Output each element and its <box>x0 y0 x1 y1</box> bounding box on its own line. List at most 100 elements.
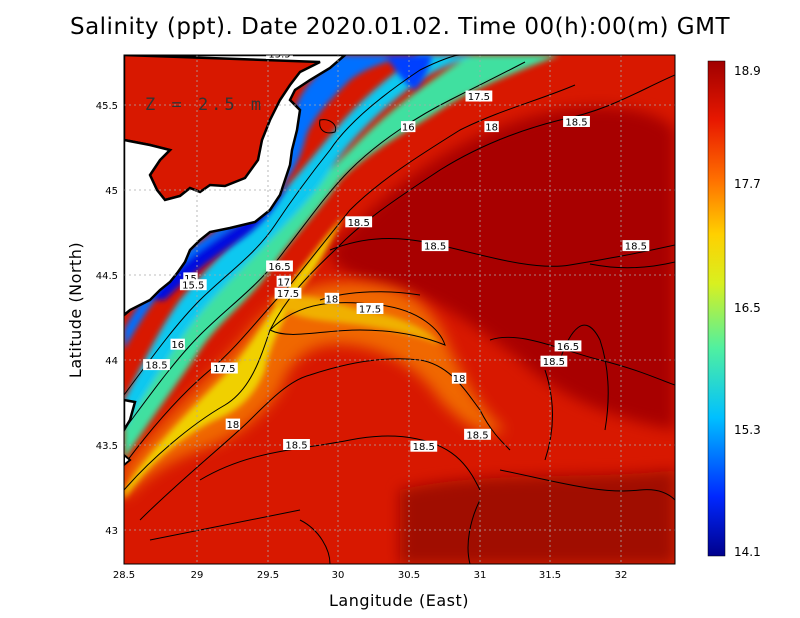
contour-label-text: 16 <box>402 123 415 134</box>
contour-label: 17.5 <box>211 362 238 375</box>
contour-label: 16.5 <box>554 340 582 353</box>
contour-label: 18.5 <box>283 439 310 452</box>
contour-label-bg <box>274 287 302 299</box>
contour-labels: 15.51617.51818.518.518.518.516.5171515.5… <box>143 50 650 453</box>
colorbar-tick: 15.3 <box>734 423 761 437</box>
contour-label-text: 18.5 <box>466 430 488 441</box>
salinity-field: 15.51617.51818.518.518.518.516.5171515.5… <box>124 50 675 564</box>
contour-label: 18.5 <box>143 359 170 372</box>
contour-label-bg <box>276 275 291 287</box>
y-tick: 45.5 <box>96 101 118 112</box>
x-tick: 31.5 <box>539 570 561 581</box>
depth-label: Z = 2.5 m <box>145 95 264 115</box>
contour-label: 16.5 <box>266 260 293 273</box>
contour-label: 18.5 <box>410 440 438 453</box>
land-mass-north <box>124 55 347 317</box>
contour-label-text: 18.5 <box>145 361 167 372</box>
contour-label-text: 18 <box>453 374 466 385</box>
contour-label-bg <box>179 279 207 291</box>
contour-label: 18.5 <box>540 355 568 368</box>
y-axis-ticks: 43 43.5 44 44.5 45 45.5 <box>96 101 118 537</box>
contour-label-text: 18.5 <box>348 218 370 229</box>
colorbar-gradient <box>707 60 726 557</box>
contour-label-text: 15.5 <box>182 281 204 292</box>
contour-label-bg <box>266 55 293 59</box>
x-axis-ticks: 28.5 29 29.5 30 30.5 31 31.5 32 <box>113 570 628 581</box>
contour-label-bg <box>266 260 293 272</box>
coastline-south <box>124 398 137 433</box>
contour-label-bg <box>465 90 493 102</box>
contour-label-text: 18.5 <box>625 242 647 253</box>
contour-label-text: 18.5 <box>424 242 446 253</box>
contour-label-text: 16.5 <box>557 342 579 353</box>
contour-label-bg <box>283 439 310 450</box>
plot-frame <box>123 54 676 565</box>
contour-label-bg <box>451 372 467 384</box>
y-tick: 43 <box>105 526 118 537</box>
contour-label-bg <box>143 359 170 371</box>
contour-label-bg <box>170 338 185 350</box>
contour-label-text: 17.5 <box>468 92 490 103</box>
contour-label-text: 18.5 <box>413 442 435 453</box>
contour-label-text: 18.5 <box>285 441 307 452</box>
y-tick: 45 <box>105 186 118 197</box>
x-tick: 29 <box>191 570 204 581</box>
contour-label-text: 16 <box>171 340 184 351</box>
contour-label-text: 18 <box>485 123 498 134</box>
contour-label: 17.5 <box>465 90 493 103</box>
colorbar-tick: 17.7 <box>734 177 761 191</box>
x-tick: 29.5 <box>257 570 279 581</box>
x-tick: 30.5 <box>398 570 420 581</box>
contour-label-bg <box>183 272 198 284</box>
contour-label: 18 <box>324 292 340 305</box>
contour-label: 17.5 <box>274 287 302 300</box>
contour-label: 16 <box>170 338 185 351</box>
contour-label-bg <box>324 292 340 304</box>
colorbar-tick: 14.1 <box>734 545 761 559</box>
contour-label: 18 <box>451 372 467 385</box>
x-axis-label: Langitude (East) <box>329 591 469 610</box>
x-tick: 30 <box>332 570 345 581</box>
contour-label-bg <box>540 355 568 367</box>
colorbar-tick: 18.9 <box>734 64 761 78</box>
contour-label-text: 17 <box>277 277 290 288</box>
contour-label: 18.5 <box>563 116 590 129</box>
contour-label-text: 17.5 <box>213 364 235 375</box>
contour-label-bg <box>211 362 238 374</box>
contour-label-bg <box>225 418 241 430</box>
contour-label-bg <box>410 440 438 452</box>
contour-label: 18.5 <box>622 240 650 253</box>
contour-label-bg <box>356 303 384 314</box>
contour-label-text: 18 <box>227 420 240 431</box>
contour-label: 18.5 <box>345 216 373 229</box>
contour-label: 18 <box>225 418 241 431</box>
y-tick: 44 <box>105 356 118 367</box>
x-tick: 31 <box>474 570 487 581</box>
contour-label-text: 17.5 <box>359 305 381 316</box>
y-axis-label: Latitude (North) <box>66 242 85 378</box>
contour-label: 15.5 <box>266 50 293 61</box>
colorbar-tick: 16.5 <box>734 301 761 315</box>
coastline-cape <box>124 453 132 467</box>
contour-label-bg <box>563 116 590 127</box>
contour-label-bg <box>464 428 491 440</box>
contour-label-bg <box>401 121 416 133</box>
map-title: Salinity (ppt). Date 2020.01.02. Time 00… <box>69 14 731 40</box>
contour-label-text: 15.5 <box>268 50 290 61</box>
contour-label: 17 <box>276 275 291 288</box>
contour-label: 16 <box>401 121 416 134</box>
isohaline-contours <box>124 55 675 564</box>
y-tick: 43.5 <box>96 441 118 452</box>
contour-label: 18 <box>484 121 499 134</box>
contour-label-bg <box>421 240 449 252</box>
colorbar: 18.9 17.7 16.5 15.3 14.1 <box>707 60 761 559</box>
contour-label: 15.5 <box>179 279 207 292</box>
x-tick: 32 <box>615 570 628 581</box>
contour-label-text: 18.5 <box>543 357 565 368</box>
contour-label-text: 18.5 <box>565 118 587 129</box>
y-tick: 44.5 <box>96 271 118 282</box>
map-grid <box>124 55 675 564</box>
x-tick: 28.5 <box>113 570 135 581</box>
contour-label-text: 18 <box>326 294 339 305</box>
